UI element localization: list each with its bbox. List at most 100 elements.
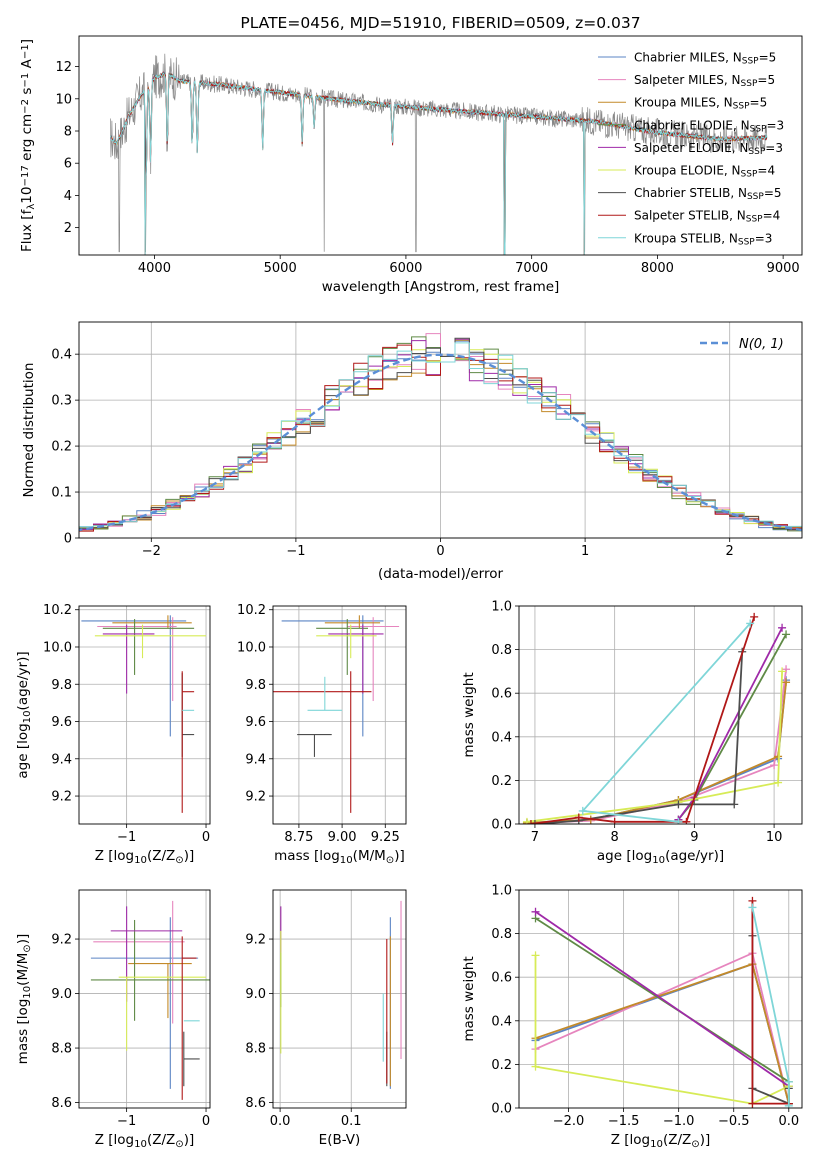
errorbar-point-salpeter-miles <box>347 617 400 702</box>
weight-line-chabrier-elodie <box>535 917 790 1104</box>
plot-area-residuals <box>79 333 802 535</box>
axes-frame <box>78 35 803 256</box>
weight-marker <box>674 800 683 809</box>
y-tick-label: 0.6 <box>491 971 512 986</box>
legend-entry: Salpeter ELODIE, NSSP=3 <box>634 141 783 157</box>
legend: Chabrier MILES, NSSP=5 Salpeter MILES, NS… <box>598 51 784 248</box>
legend-entry: Salpeter MILES, NSSP=5 <box>634 73 775 89</box>
x-tick-label: 0.1 <box>341 1114 362 1129</box>
weight-line-salpeter-miles <box>535 951 790 1104</box>
y-tick-label: 0.6 <box>491 687 512 702</box>
x-axis-label: mass [log10(M/M⊙)] <box>274 848 405 866</box>
y-tick-label: 10.2 <box>237 603 266 618</box>
x-tick-label: 2 <box>726 544 734 559</box>
y-tick-label: 9.2 <box>245 790 266 805</box>
errorbar-point-kroupa-elodie <box>316 624 377 659</box>
x-axis-label: age [log10(age/yr)] <box>597 848 724 866</box>
x-tick-label: 6000 <box>389 261 422 276</box>
weight-marker <box>531 907 540 916</box>
legend-entry: Kroupa MILES, NSSP=5 <box>634 96 767 112</box>
x-axis-label: (data-model)/error <box>378 566 504 582</box>
y-tick-label: 8 <box>64 125 72 140</box>
y-tick-label: 0.2 <box>51 440 72 455</box>
errorbar-point-kroupa-elodie <box>94 624 207 659</box>
plot-area-spectrum <box>109 53 768 255</box>
x-tick-label: −2 <box>142 544 161 559</box>
y-tick-label: 0.8 <box>491 643 512 658</box>
y-tick-label: 0.4 <box>491 730 512 745</box>
y-tick-label: 9.2 <box>51 790 72 805</box>
weight-marker <box>682 817 691 824</box>
errorbar-point-chabrier-stelib <box>183 1031 200 1087</box>
y-tick-label: 9.4 <box>51 752 72 767</box>
chart-title: PLATE=0456, MJD=51910, FIBERID=0509, z=0… <box>240 14 640 32</box>
model-line-kroupa-stelib <box>109 72 768 255</box>
errorbar-point-chabrier-elodie <box>102 619 195 675</box>
y-tick-label: 9.4 <box>245 752 266 767</box>
weight-marker <box>674 817 683 824</box>
weight-marker <box>522 817 531 824</box>
y-tick-label: 9.6 <box>245 715 266 730</box>
x-tick-label: 8.75 <box>284 830 313 845</box>
y-axis-label: mass [log10(M/M⊙)] <box>15 934 33 1065</box>
weight-line-kroupa-elodie <box>526 671 783 823</box>
axes-mass_vs_ebv: 0.0 0.1 8.6 8.8 9.0 9.2 <box>245 890 406 1129</box>
axes-residuals: −2 −1 0 1 2 0 0.1 0.2 0.3 0.4 <box>51 322 802 559</box>
y-tick-label: 10 <box>55 92 72 107</box>
x-tick-label: −1.5 <box>608 1114 640 1129</box>
legend-entry: Kroupa STELIB, NSSP=3 <box>634 231 772 247</box>
x-tick-label: −1 <box>117 830 136 845</box>
axes-frame <box>518 605 803 825</box>
y-tick-label: 0.0 <box>491 1102 512 1117</box>
errorbar-point-salpeter-elodie <box>328 624 384 694</box>
errorbar-point-chabrier-miles <box>90 917 199 1089</box>
x-tick-label: 9.25 <box>371 830 400 845</box>
weight-marker <box>610 817 619 824</box>
weight-marker <box>782 630 791 639</box>
weight-line-salpeter-stelib <box>530 616 756 824</box>
x-tick-label: 7000 <box>515 261 548 276</box>
x-tick-label: 0 <box>202 830 210 845</box>
y-tick-label: 9.0 <box>51 987 72 1002</box>
y-tick-label: 0.8 <box>491 927 512 942</box>
y-tick-label: 9.8 <box>245 678 266 693</box>
weight-marker <box>770 761 779 770</box>
x-axis-label: Z [log10(Z/Z⊙)] <box>95 848 195 866</box>
weight-line-kroupa-stelib <box>580 622 751 823</box>
y-tick-label: 0.0 <box>491 818 512 833</box>
y-tick-label: 8.8 <box>245 1042 266 1057</box>
axes-frame <box>78 321 803 539</box>
axes-frame <box>272 889 407 1109</box>
legend-entry: Kroupa ELODIE, NSSP=4 <box>634 164 775 180</box>
y-axis-label: mass weight <box>461 672 477 757</box>
y-tick-label: 9.6 <box>51 715 72 730</box>
axes-frame <box>518 889 803 1109</box>
x-tick-label: 4000 <box>138 261 171 276</box>
legend-entry: Chabrier ELODIE, NSSP=3 <box>634 118 784 134</box>
y-tick-label: 0.4 <box>51 348 72 363</box>
y-tick-label: 1.0 <box>491 600 512 615</box>
weight-line-salpeter-elodie <box>534 911 790 1087</box>
errorbar-point-chabrier-elodie <box>90 919 210 1021</box>
y-tick-label: 0.4 <box>491 1014 512 1029</box>
axes-age_vs_mass: 8.75 9.00 9.25 9.2 9.4 9.6 9.8 10.0 10.2 <box>237 603 406 845</box>
legend-entry: N(0, 1) <box>739 337 784 352</box>
normal-curve <box>79 353 802 532</box>
x-axis-label: Z [log10(Z/Z⊙)] <box>95 1132 195 1150</box>
plot-area-mass_vs_ebv <box>280 900 402 1089</box>
weight-marker <box>748 1099 757 1108</box>
plot-area-mass_vs_Z <box>90 900 210 1100</box>
weight-marker <box>782 678 791 687</box>
x-tick-label: 0.0 <box>778 1114 799 1129</box>
weight-marker <box>530 820 539 824</box>
y-tick-label: 0.3 <box>51 394 72 409</box>
axes-spectrum: 4000 5000 6000 7000 8000 9000 2 4 6 8 10 12 <box>55 60 799 276</box>
weight-line-salpeter-miles <box>526 669 787 824</box>
errorbar-point-kroupa-miles <box>112 615 192 629</box>
errorbar-point-chabrier-stelib <box>297 734 332 757</box>
y-tick-label: 10.2 <box>43 603 72 618</box>
errorbar-point-salpeter-miles <box>97 617 177 702</box>
axes-frame <box>78 605 211 825</box>
y-tick-label: 8.6 <box>51 1096 72 1111</box>
